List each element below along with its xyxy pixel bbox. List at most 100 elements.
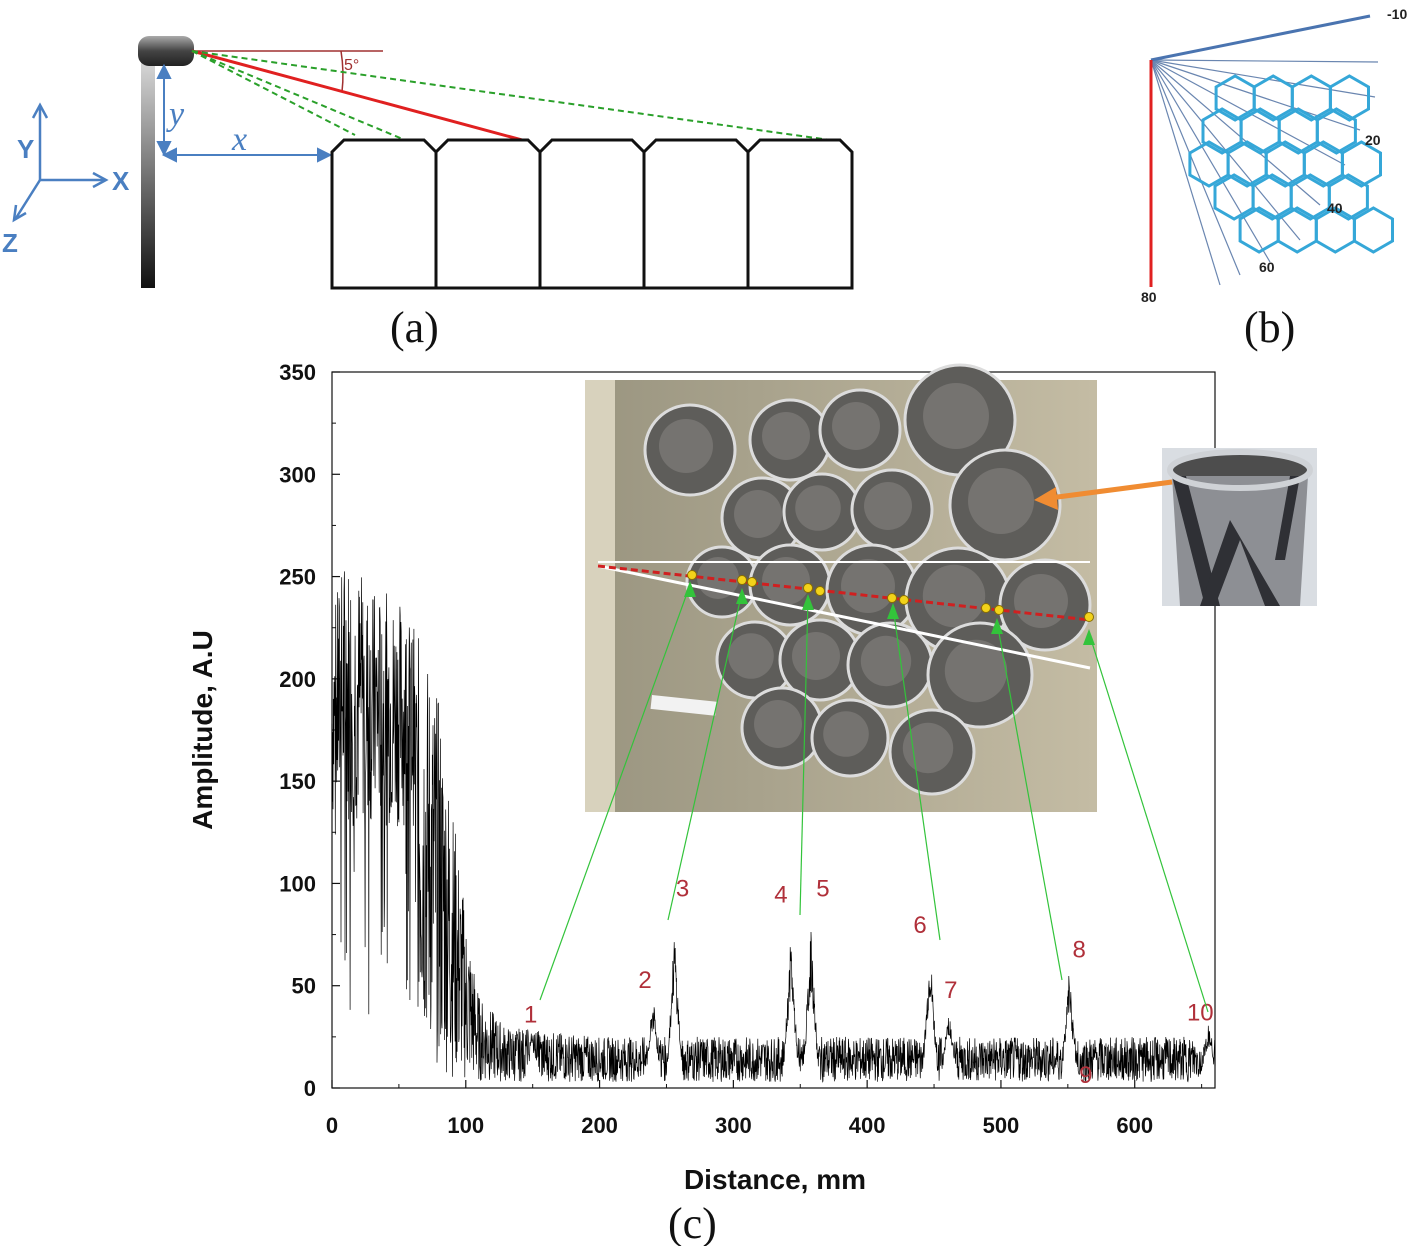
dim-x-label: x — [231, 121, 247, 158]
ray-minus10 — [1150, 14, 1371, 62]
peak-label-7: 7 — [944, 977, 957, 1004]
x-axis: 0 100 200 300 400 500 600 — [326, 1080, 1203, 1138]
hexagon-cell — [1239, 107, 1281, 155]
axis-z-label: Z — [2, 228, 18, 258]
inset-marker — [687, 570, 697, 580]
inset-tube-inner — [734, 490, 782, 538]
leader-line-1 — [539, 584, 691, 1001]
tube-section — [330, 138, 438, 290]
axis-y-label: Y — [17, 134, 34, 164]
angle-label-60: 60 — [1259, 259, 1275, 275]
inset-tube-inner — [902, 722, 954, 774]
panel-a: Y X Z y x 5° (a) — [2, 36, 854, 352]
angle-label-20: 20 — [1365, 132, 1381, 148]
leader-line-4 — [799, 597, 809, 916]
inset-tube-inner — [864, 482, 912, 530]
leader-line-6 — [892, 606, 941, 941]
inset-marker — [899, 595, 909, 605]
hexagon-cell — [1328, 74, 1370, 122]
peak-labels: 1 2 3 4 5 6 7 8 9 10 — [524, 875, 1214, 1089]
tube-row — [330, 138, 854, 290]
angle-label-minus10: -10 — [1387, 6, 1407, 22]
leader-arrowhead — [684, 581, 696, 597]
y-tick-label: 200 — [279, 667, 316, 692]
inset-tube-inner — [762, 557, 810, 605]
signal-trace — [331, 571, 1216, 1083]
peak-label-5: 5 — [816, 875, 829, 902]
hexagon-cell — [1340, 140, 1382, 188]
angle-label: 5° — [344, 57, 359, 74]
hexagon-cell — [1276, 206, 1318, 254]
peak-label-4: 4 — [774, 882, 787, 909]
x-tick-label: 100 — [447, 1113, 484, 1138]
leader-lines — [539, 581, 1209, 1013]
hexagon-cell — [1213, 173, 1255, 221]
inset-tube-inner — [1014, 574, 1068, 628]
hexagon-cell — [1238, 206, 1280, 254]
leader-arrowhead — [802, 594, 814, 610]
x-tick-label: 500 — [983, 1113, 1020, 1138]
leader-line-3 — [667, 591, 743, 921]
inset-marker — [887, 593, 897, 603]
inset-marker — [737, 575, 747, 585]
inset-tube-inner — [728, 633, 774, 679]
hexagon-cell — [1315, 107, 1357, 155]
peak-label-8: 8 — [1072, 936, 1085, 963]
leader-arrowhead — [736, 588, 748, 604]
angle-label-40: 40 — [1327, 200, 1343, 216]
beam-ray — [1150, 59, 1376, 98]
x-tick-label: 300 — [715, 1113, 752, 1138]
y-tick-label: 50 — [292, 974, 316, 999]
inset-tube-inner — [923, 383, 989, 449]
peak-label-6: 6 — [913, 912, 926, 939]
green-beams — [191, 50, 831, 141]
angle-label-80: 80 — [1141, 289, 1157, 305]
hexagon-cell — [1252, 74, 1294, 122]
inset-tube-inner — [944, 639, 1008, 703]
tube-photo — [1162, 448, 1317, 606]
peak-label-1: 1 — [524, 1002, 537, 1029]
tube-section — [642, 138, 750, 290]
beam-ray — [1150, 59, 1241, 276]
beam-ray — [1150, 59, 1271, 263]
orange-arrowhead — [1034, 487, 1058, 510]
y-tick-label: 150 — [279, 769, 316, 794]
inset-tube-inner — [832, 402, 880, 450]
signal-line — [331, 571, 1216, 1083]
tube-section — [746, 138, 854, 290]
peak-label-2: 2 — [638, 967, 651, 994]
hexagon-cell — [1226, 140, 1268, 188]
sensor-head — [138, 36, 194, 66]
inset-marker — [815, 586, 825, 596]
inset-tube-inner — [841, 559, 895, 613]
inset-tube-inner — [792, 632, 840, 680]
panel-c-caption: (c) — [668, 1199, 717, 1246]
y-axis-label: Amplitude, A.U — [187, 630, 218, 830]
coordinate-axes — [12, 102, 109, 223]
inset-red-line — [597, 564, 1091, 622]
inset-marker — [747, 577, 757, 587]
leader-line-10 — [1088, 632, 1209, 1013]
red-beam — [191, 49, 523, 142]
x-tick-label: 200 — [581, 1113, 618, 1138]
beam-ray — [1150, 59, 1379, 63]
inset-marker — [803, 583, 813, 593]
inset-tube-inner — [795, 485, 841, 531]
leader-line-8 — [996, 621, 1063, 981]
inset-tube-inner — [968, 468, 1034, 534]
x-tick-label: 0 — [326, 1113, 338, 1138]
dim-y-label: y — [166, 96, 185, 133]
x-axis-label: Distance, mm — [684, 1164, 866, 1195]
tube-section — [538, 138, 646, 290]
hexagon-cell — [1277, 107, 1319, 155]
peak-label-3: 3 — [676, 875, 689, 902]
axis-x-label: X — [112, 166, 130, 196]
panel-b: -10 20 40 60 80 (b) — [1141, 6, 1407, 352]
hexagon-cell — [1302, 140, 1344, 188]
panel-a-caption: (a) — [390, 303, 439, 352]
x-tick-label: 600 — [1116, 1113, 1153, 1138]
inset-photo — [585, 363, 1097, 812]
inset-tube-inner — [823, 711, 869, 757]
